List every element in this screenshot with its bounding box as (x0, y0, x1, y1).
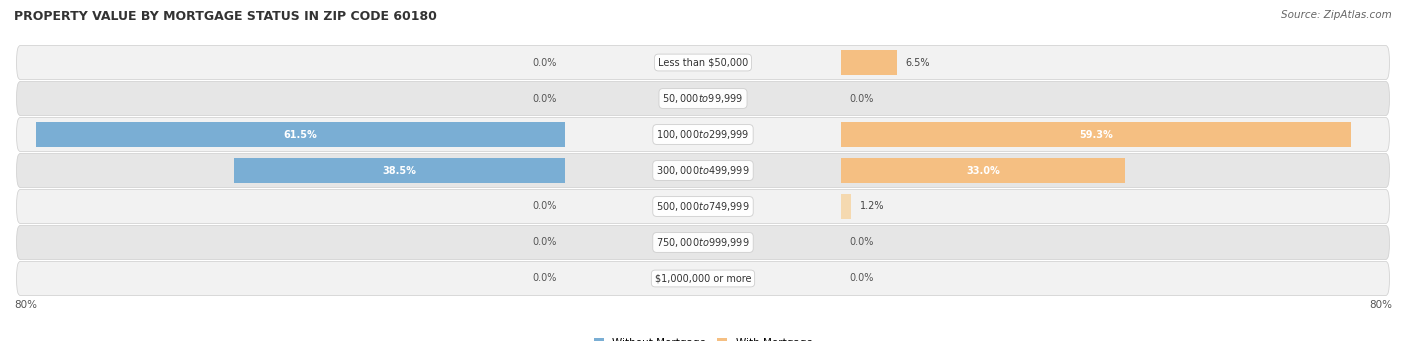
Legend: Without Mortgage, With Mortgage: Without Mortgage, With Mortgage (589, 333, 817, 341)
Text: 0.0%: 0.0% (533, 273, 557, 283)
Bar (841, 122, 1351, 147)
Text: 0.0%: 0.0% (533, 237, 557, 248)
Text: 0.0%: 0.0% (533, 93, 557, 104)
FancyBboxPatch shape (17, 118, 1389, 151)
Text: $50,000 to $99,999: $50,000 to $99,999 (662, 92, 744, 105)
Text: $1,000,000 or more: $1,000,000 or more (655, 273, 751, 283)
Text: $750,000 to $999,999: $750,000 to $999,999 (657, 236, 749, 249)
FancyBboxPatch shape (17, 153, 1389, 188)
Bar (841, 50, 897, 75)
Text: 0.0%: 0.0% (533, 58, 557, 68)
Text: 0.0%: 0.0% (849, 237, 873, 248)
FancyBboxPatch shape (17, 46, 1389, 79)
Text: Less than $50,000: Less than $50,000 (658, 58, 748, 68)
Text: 80%: 80% (1369, 300, 1392, 310)
Text: 0.0%: 0.0% (849, 93, 873, 104)
Text: $100,000 to $299,999: $100,000 to $299,999 (657, 128, 749, 141)
Text: 59.3%: 59.3% (1080, 130, 1114, 139)
Text: 80%: 80% (14, 300, 37, 310)
Bar (841, 158, 1125, 183)
Bar (233, 158, 565, 183)
Bar (35, 122, 565, 147)
Text: $500,000 to $749,999: $500,000 to $749,999 (657, 200, 749, 213)
FancyBboxPatch shape (17, 262, 1389, 295)
Text: PROPERTY VALUE BY MORTGAGE STATUS IN ZIP CODE 60180: PROPERTY VALUE BY MORTGAGE STATUS IN ZIP… (14, 10, 437, 23)
Text: Source: ZipAtlas.com: Source: ZipAtlas.com (1281, 10, 1392, 20)
FancyBboxPatch shape (17, 190, 1389, 223)
Text: 6.5%: 6.5% (905, 58, 929, 68)
Text: 38.5%: 38.5% (382, 165, 416, 176)
Text: 1.2%: 1.2% (859, 202, 884, 211)
FancyBboxPatch shape (17, 226, 1389, 260)
Text: 0.0%: 0.0% (533, 202, 557, 211)
Text: $300,000 to $499,999: $300,000 to $499,999 (657, 164, 749, 177)
Text: 61.5%: 61.5% (284, 130, 318, 139)
Text: 33.0%: 33.0% (966, 165, 1000, 176)
FancyBboxPatch shape (17, 81, 1389, 115)
Bar (841, 194, 851, 219)
Text: 0.0%: 0.0% (849, 273, 873, 283)
